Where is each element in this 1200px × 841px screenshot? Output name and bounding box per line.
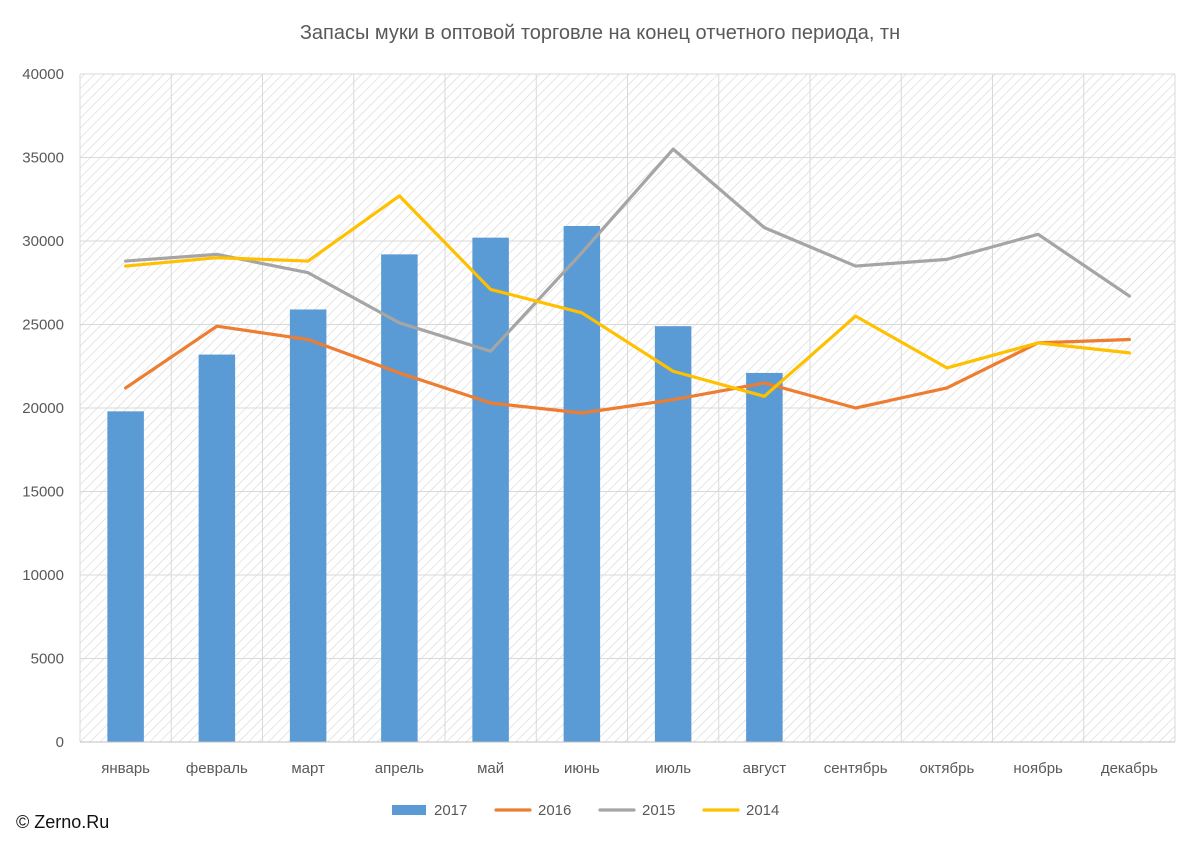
copyright-text: © Zerno.Ru xyxy=(16,812,110,832)
y-tick-label: 0 xyxy=(56,734,64,751)
gridlines xyxy=(79,73,1176,743)
bar-2017 xyxy=(107,411,144,742)
legend-label-2015: 2015 xyxy=(642,802,675,819)
bar-2017 xyxy=(198,354,236,742)
y-tick-label: 5000 xyxy=(31,651,64,668)
axes: 0 5000 10000 15000 20000 25000 30000 35000 40000… xyxy=(22,66,1175,777)
bar-2017 xyxy=(472,237,509,742)
x-tick-label: январь xyxy=(101,760,150,777)
x-tick-label: сентябрь xyxy=(824,760,888,777)
x-tick-label: ноябрь xyxy=(1013,760,1063,777)
bar-2017 xyxy=(563,225,601,743)
line-2014 xyxy=(124,194,1131,398)
x-tick-label: июль xyxy=(655,760,691,777)
bar-2017 xyxy=(654,326,692,742)
x-tick-label: февраль xyxy=(186,760,248,777)
legend-label-2016: 2016 xyxy=(538,802,571,819)
chart-title: Запасы муки в оптовой торговле на конец … xyxy=(300,22,900,44)
x-tick-label: май xyxy=(477,760,504,777)
bar-2017 xyxy=(289,309,327,742)
y-tick-label: 25000 xyxy=(22,317,64,334)
y-tick-label: 30000 xyxy=(22,233,64,250)
x-tick-label: июнь xyxy=(564,760,600,777)
x-tick-label: март xyxy=(291,760,325,777)
y-tick-label: 35000 xyxy=(22,150,64,167)
line-series xyxy=(124,147,1131,415)
y-tick-label: 40000 xyxy=(22,66,64,83)
x-tick-label: декабрь xyxy=(1101,760,1158,777)
x-tick-label: апрель xyxy=(375,760,424,777)
x-tick-label: август xyxy=(743,760,787,777)
legend-swatch-2017 xyxy=(392,805,426,815)
bar-2017 xyxy=(746,372,783,742)
y-tick-label: 10000 xyxy=(22,567,64,584)
x-tick-label: октябрь xyxy=(919,760,974,777)
line-2015 xyxy=(124,147,1131,353)
line-2016 xyxy=(124,324,1131,415)
legend: 2017 2016 2015 2014 xyxy=(392,802,779,819)
bar-series xyxy=(107,225,783,743)
y-tick-label: 20000 xyxy=(22,400,64,417)
bar-2017 xyxy=(381,254,418,743)
legend-label-2014: 2014 xyxy=(746,802,779,819)
y-tick-label: 15000 xyxy=(22,484,64,501)
legend-label-2017: 2017 xyxy=(434,802,467,819)
